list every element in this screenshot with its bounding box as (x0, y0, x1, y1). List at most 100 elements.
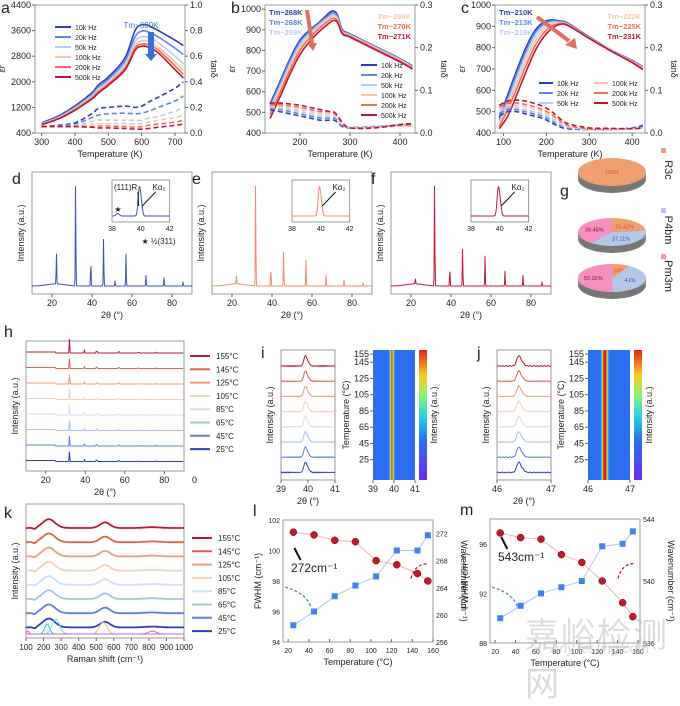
xrd-trace-145°C (26, 358, 184, 369)
fwhm-point (414, 547, 421, 554)
legend-label: 20k Hz (381, 73, 403, 80)
y-axis-label: εr (227, 65, 237, 73)
y-tick-label: 155 (569, 349, 584, 359)
tm-label: Tm~210K (499, 8, 533, 17)
legend-label: 65°C (218, 601, 236, 610)
pie-slice-Pm3m (577, 264, 613, 292)
y-tick-label: 45 (359, 438, 369, 448)
y-tick-label: 155 (354, 349, 369, 359)
pie-slice-R3c (578, 158, 646, 186)
y-tick-label: 145 (354, 357, 369, 367)
panel-letter-i: i (261, 345, 265, 362)
x-tick-label: 46 (583, 484, 593, 494)
plot-frame-a (34, 4, 186, 134)
trend-arrow-head-icon (307, 43, 317, 51)
tan-series-10kHz (498, 110, 644, 131)
x-axis-label: Temperature (K) (537, 149, 602, 159)
panel-letter-c: c (461, 0, 469, 17)
y-tick-label: 98 (272, 579, 280, 586)
legend-label: 100k Hz (75, 55, 101, 62)
y2-axis-label: Wavenumber (cm⁻¹) (666, 540, 676, 621)
x-tick-label: 20 (284, 648, 292, 655)
x-tick-label: 120 (591, 649, 603, 656)
x-tick-label: 900 (160, 643, 174, 652)
x-tick-label: 0 (192, 475, 197, 485)
peak-annotation: 272cm⁻¹ (291, 561, 337, 575)
pie-label: 50.32% (584, 276, 603, 282)
x-axis-label: Temperature (K) (307, 149, 372, 159)
wavenumber-point (372, 556, 380, 565)
xrd-trace-45°C (26, 435, 184, 447)
y-tick-label: 102 (268, 518, 280, 525)
y-axis-label: Intensity (a.u.) (481, 386, 491, 443)
y-axis-label: Temperature (°C) (341, 380, 351, 449)
x-tick-label: 300 (34, 137, 49, 147)
fwhm-point (558, 584, 565, 591)
pie-label: 41% (625, 278, 636, 284)
y-tick-label: 100 (268, 549, 280, 556)
x-axis-label: 2θ (°) (297, 496, 319, 506)
inset-tick-label: 40 (137, 226, 145, 233)
x-tick-label: 400 (392, 137, 407, 147)
x-tick-label: 80 (526, 298, 536, 308)
legend-label: 125°C (216, 379, 239, 388)
tan-series-50kHz (498, 106, 643, 131)
plot-frame-i (280, 349, 336, 481)
legend-label: 50k Hz (381, 83, 403, 90)
heatmap (373, 350, 415, 480)
fwhm-point (311, 608, 318, 615)
y-tick-label: 1000 (471, 0, 491, 10)
y2-tick-label: 260 (436, 613, 448, 620)
y-tick-label: 65 (574, 422, 584, 432)
x-tick-label: 80 (346, 648, 354, 655)
fwhm-point (517, 602, 524, 609)
y2-tick-label: 264 (436, 586, 448, 593)
xrd-trace-65°C (26, 420, 184, 431)
trend-arrow-head-icon (565, 38, 577, 49)
hkl-label: (111)R (114, 183, 137, 192)
y-tick-label: 105 (354, 390, 369, 400)
inset-frame (111, 179, 171, 223)
x-tick-label: 500 (101, 137, 116, 147)
tan-series-20kHz (498, 108, 644, 131)
trend-arrow-icon (305, 9, 314, 44)
x-tick-label: 500 (90, 643, 104, 652)
er-series-500kHz (269, 19, 413, 119)
plot-frame-d (31, 171, 193, 295)
y2-axis-label: tanδ (209, 60, 219, 78)
x-tick-label: 60 (307, 298, 317, 308)
pie-label: 8.68% (609, 269, 625, 275)
star-label: ★ (114, 205, 121, 214)
y-axis-label: Intensity (a.u.) (10, 377, 20, 434)
wavenumber-point (413, 569, 422, 578)
y2-tick-label: 0.3 (650, 0, 663, 10)
x-tick-label: 1000 (175, 643, 193, 652)
x-tick-label: 20 (406, 298, 416, 308)
colorbar (419, 350, 427, 480)
wavenumber-point (578, 558, 586, 567)
x-tick-label: 20 (47, 298, 57, 308)
raman-trace (26, 518, 184, 530)
peak-trace (280, 385, 336, 398)
x-tick-label: 60 (532, 649, 540, 656)
y-tick-label: 500 (476, 107, 491, 117)
x-tick-label: 20 (41, 475, 51, 485)
x-tick-label: 60 (486, 298, 496, 308)
legend-label: 200k Hz (612, 91, 638, 98)
y-tick-label: 600 (476, 85, 491, 95)
trend-arrow-icon (535, 15, 571, 43)
pie-slice-P4bm (612, 266, 646, 292)
x-tick-label: 47 (625, 484, 635, 494)
legend-label: 145°C (218, 547, 241, 556)
y-tick-label: 92 (479, 591, 487, 598)
y2-tick-label: 272 (436, 532, 448, 539)
annotation-arrow-icon (137, 191, 140, 207)
legend-label: 25°C (218, 627, 236, 636)
xrd-pattern-d (32, 185, 192, 287)
y2-tick-label: 1.0 (190, 0, 203, 10)
y-tick-label: 2800 (11, 51, 31, 61)
x-tick-label: 160 (427, 648, 439, 655)
raman-trace (26, 546, 184, 559)
colorbar (634, 350, 642, 480)
tan-series-200kHz (498, 102, 643, 130)
